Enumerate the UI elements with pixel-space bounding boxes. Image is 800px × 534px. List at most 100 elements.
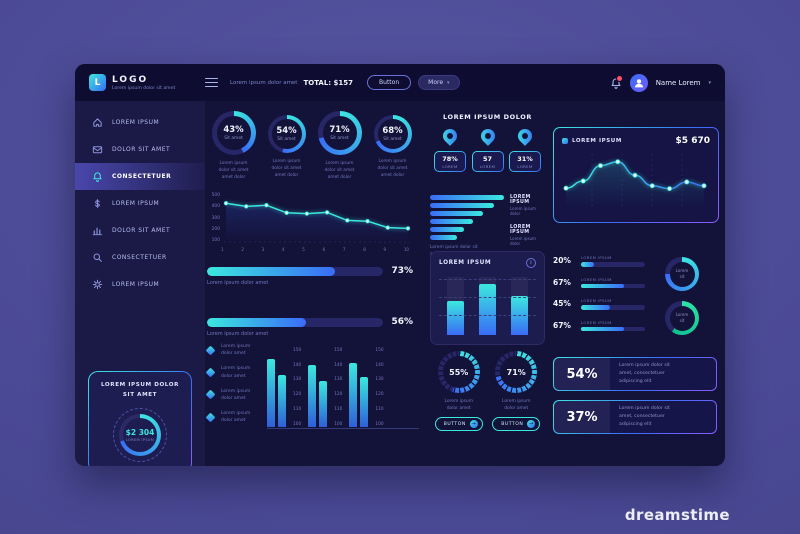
donut-percentage: 43% [223,125,244,135]
stat-text: Lorem ipsum dolor sit amet, consectetuer a… [619,363,670,384]
donut-caption: Lorem ipsum dolor sit amet amet dolor [271,159,302,179]
stat-card: 54% Lorem ipsum dolor sit amet, consectet… [553,357,717,391]
pin-kpi: 31% LOREM [509,126,541,172]
bell-icon [92,171,103,182]
sidebar-item-lorem-ipsum-3[interactable]: LOREM IPSUM [75,271,205,298]
sidebar-item-lorem-ipsum-1[interactable]: LOREM IPSUM [75,109,205,136]
kpi-row: 67% LOREM IPSUM [553,320,653,331]
bar-chart-icon [92,225,103,236]
avatar[interactable] [629,73,648,92]
button[interactable]: Button [367,75,412,90]
list-item: Lorem ipsum dolor amet [205,410,261,424]
menu-icon[interactable] [205,77,218,88]
progress-track[interactable] [207,318,383,327]
tick-label: 130 [293,377,302,383]
sidebar: LOREM IPSUM DOLOR SIT AMET CONSECTETUER … [75,101,205,466]
pin-kpi: 78% LOREM [434,126,466,172]
sidebar-item-consectetuer-active[interactable]: CONSECTETUER [75,163,205,190]
tick-label: 140 [375,362,384,368]
tick-label: 9 [383,247,387,252]
notifications-bell-icon[interactable] [610,74,623,89]
column-bar [511,277,529,335]
tick-label: 4 [281,247,285,252]
column-bar [478,277,496,335]
sidebar-summary-card: LOREM IPSUM DOLOR SIT AMET $2 304 LOREM … [88,371,192,466]
total-value: TOTAL: $157 [303,78,354,87]
pins-block: LOREM IPSUM DOLOR 78% LOREM [430,113,545,172]
map-pin-icon [440,126,460,146]
dashboard-panel: L LOGO Lorem ipsum dolor sit amet Lorem … [75,64,725,466]
tick-label: 7 [342,247,346,252]
logo[interactable]: L LOGO Lorem ipsum dolor sit amet [89,74,205,91]
sidebar-item-lorem-ipsum-2[interactable]: LOREM IPSUM [75,190,205,217]
tick-label: 2 [241,247,244,252]
mail-icon [92,144,103,155]
progress-track[interactable] [207,267,383,276]
info-icon[interactable]: i [526,258,536,268]
y-axis: 150 140 130 120 110 100 [334,348,343,427]
user-name: Name Lorem [655,78,701,87]
kpi-donut-row: 43% Sit amet Lorem ipsum dolor sit amet am… [207,111,421,181]
stat-text: Lorem ipsum dolor sit amet, consectetuer a… [619,406,670,427]
sidebar-item-dolor-sit-amet-1[interactable]: DOLOR SIT AMET [75,136,205,163]
bullet-list: Lorem ipsum dolor amet Lorem ipsum dolor a… [205,343,261,433]
card-title: LOREM IPSUM [562,138,622,144]
donut-chart: 68% Sit amet [373,115,412,153]
user-chevron-down-icon[interactable]: ▾ [708,79,711,86]
donut-chart: 43% Sit amet [211,111,256,155]
tick-label: 110 [334,406,343,412]
dollar-icon [92,198,103,209]
sidebar-item-dolor-sit-amet-2[interactable]: DOLOR SIT AMET [75,217,205,244]
notification-badge [615,74,623,82]
sidebar-item-label: CONSECTETUER [112,254,167,261]
progress-label: Lorem ipsum dolor amet [207,280,269,286]
gauge-button[interactable]: BUTTON → [492,417,541,432]
donut-kpi: 43% Sit amet Lorem ipsum dolor sit amet am… [207,111,260,181]
tick-label: 8 [363,247,366,252]
pin-value-box: 57 LOREM [471,151,504,172]
donut-percentage: 71% [329,125,350,135]
list-item: Lorem ipsum dolor amet [205,365,261,379]
mini-donuts: Lorem sit Lorem sit [665,257,699,335]
sidebar-item-label: LOREM IPSUM [112,200,160,207]
sidebar-item-label: DOLOR SIT AMET [112,227,171,234]
tick-label: 130 [334,377,343,383]
more-button[interactable]: More ▾ [418,75,460,90]
top-bar: L LOGO Lorem ipsum dolor sit amet Lorem … [75,64,725,101]
pin-value-box: 78% LOREM [434,151,466,172]
header-summary: Lorem ipsum dolor amet TOTAL: $157 [230,79,353,87]
bar-group [349,347,369,427]
tick-label: 100 [293,421,302,427]
kpi-bar [581,262,645,267]
y-axis: 150 140 130 120 110 100 [375,348,384,427]
progress-bar-1: 73% Lorem ipsum dolor amet [207,266,413,286]
tick-label: 6 [322,247,326,252]
donut-percentage: 68% [382,126,403,136]
gauge-section: 55% Lorem ipsum dolor amet BUTTON → 71% [430,351,545,432]
tick-label: 140 [334,362,343,368]
kpi-row: 20% LOREM IPSUM [553,255,653,267]
tick-label: 130 [375,377,384,383]
more-label: More [428,79,444,86]
card-title: LOREM IPSUM [439,260,492,266]
tick-label: 120 [293,392,302,398]
chevron-down-icon: ▾ [447,79,450,86]
sidebar-item-consectetuer-2[interactable]: CONSECTETUER [75,244,205,271]
column-chart [439,273,536,335]
progress-bar-2: 56% Lorem ipsum dolor amet [207,317,413,337]
main-content: 43% Sit amet Lorem ipsum dolor sit amet am… [205,101,725,466]
diamond-bullet-icon [205,412,216,423]
watermark: dreamstime [624,506,730,524]
list-item: Lorem ipsum dolor amet [205,343,261,357]
diamond-bullet-icon [205,389,216,400]
tick-label: 300 [211,215,220,221]
column-bar [446,277,464,335]
tick-label: 150 [334,348,343,353]
gauge-button[interactable]: BUTTON → [434,417,483,432]
arrow-right-icon: → [527,420,536,429]
progress-percentage: 56% [391,317,413,327]
tick-label: 140 [293,362,302,368]
gauge-value: $2 304 [125,428,155,437]
header-right: Name Lorem ▾ [610,73,711,92]
